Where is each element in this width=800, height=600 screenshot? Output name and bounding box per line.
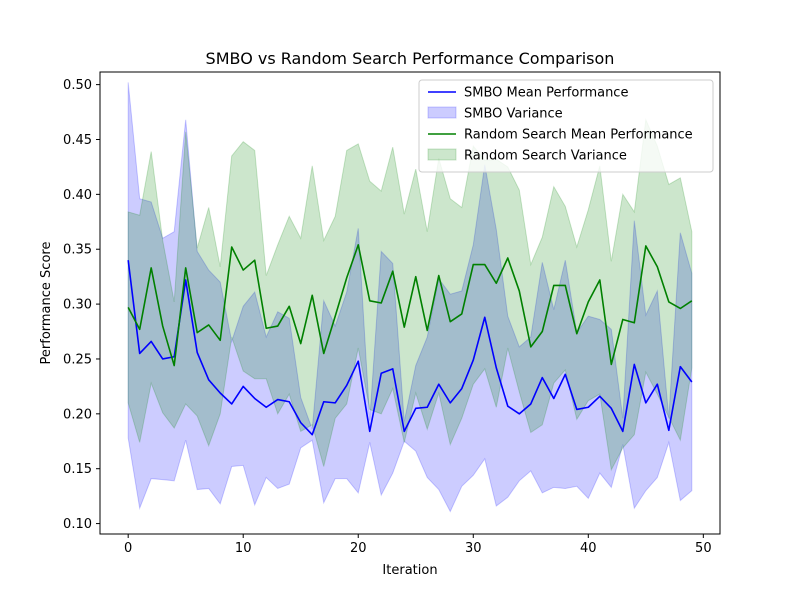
x-tick-label: 30 (465, 541, 482, 556)
legend-band-swatch (427, 148, 457, 161)
legend-label: Random Search Variance (464, 149, 627, 164)
mean-lines (127, 244, 693, 436)
legend-label: SMBO Variance (464, 107, 563, 122)
y-tick-label: 0.35 (63, 243, 92, 258)
y-axis-label: Performance Score (39, 242, 54, 365)
y-tick-label: 0.30 (63, 298, 92, 313)
band-1 (127, 82, 693, 513)
series-line-2 (127, 244, 693, 367)
y-axis-ticks: 0.10 0.15 0.20 0.25 0.30 0.35 0.40 0.45 0.50 (63, 78, 100, 532)
variance-bands (127, 82, 693, 513)
legend-box (418, 79, 714, 173)
chart-title: SMBO vs Random Search Performance Compar… (206, 49, 615, 68)
y-tick-label: 0.15 (63, 462, 92, 477)
plot-area-frame (99, 71, 721, 535)
band-3 (127, 117, 693, 472)
x-tick-label: 40 (580, 541, 597, 556)
x-tick-label: 20 (350, 541, 367, 556)
legend-band-swatch (427, 106, 457, 119)
y-tick-label: 0.25 (63, 352, 92, 367)
y-tick-label: 0.45 (63, 133, 92, 148)
legend-label: SMBO Mean Performance (464, 86, 628, 101)
y-tick-label: 0.20 (63, 407, 92, 422)
y-tick-label: 0.10 (63, 517, 92, 532)
legend-label: Random Search Mean Performance (464, 128, 693, 143)
y-tick-label: 0.40 (63, 188, 92, 203)
legend: SMBO Mean Performance SMBO Variance Random… (418, 79, 714, 173)
series-line-0 (127, 260, 693, 436)
x-axis-ticks: 0 10 20 30 40 50 (124, 534, 712, 556)
x-tick-label: 0 (124, 541, 132, 556)
x-tick-label: 50 (695, 541, 712, 556)
x-axis-label: Iteration (382, 563, 437, 578)
x-tick-label: 10 (235, 541, 252, 556)
y-tick-label: 0.50 (63, 78, 92, 93)
